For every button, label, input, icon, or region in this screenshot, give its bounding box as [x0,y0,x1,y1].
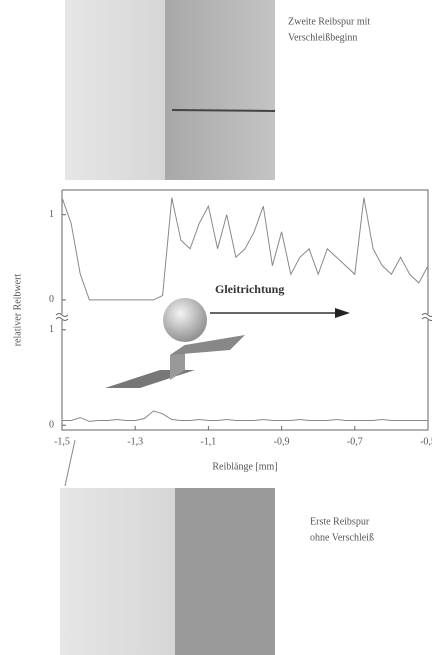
bottom-caption-2: ohne Verschleiß [310,532,374,543]
axis-break-mark [55,313,69,321]
top-photo [65,0,276,180]
axis-break-mark [421,313,432,321]
schematic [105,298,350,388]
y-axis-label: relativer Reibwert [12,274,23,347]
y-tick-label: 1 [49,324,54,335]
x-axis-label: Reiblänge [mm] [212,461,277,472]
y-tick-label: 0 [49,294,54,305]
y-tick-label: 0 [49,420,54,431]
x-tick-label: -0,9 [274,436,290,447]
bottom-photo [60,488,275,655]
y-tick-label: 1 [49,209,54,220]
data-line [62,410,428,422]
chart-frame [61,189,429,431]
x-tick-label: -0,5 [420,436,432,447]
axis-break [57,314,67,320]
data-line [61,197,429,301]
top-caption-1: Zweite Reibspur mit [288,16,370,27]
x-tick-label: -1,1 [200,436,216,447]
bottom-caption-1: Erste Reibspur [310,516,370,527]
x-tick-label: -0,7 [347,436,363,447]
connector [64,439,76,487]
top-caption-2: Verschleißbeginn [288,32,357,43]
annotation: Gleitrichtung [215,282,284,296]
axis-break [423,314,432,320]
x-tick-label: -1,5 [54,436,70,447]
x-tick-label: -1,3 [127,436,143,447]
